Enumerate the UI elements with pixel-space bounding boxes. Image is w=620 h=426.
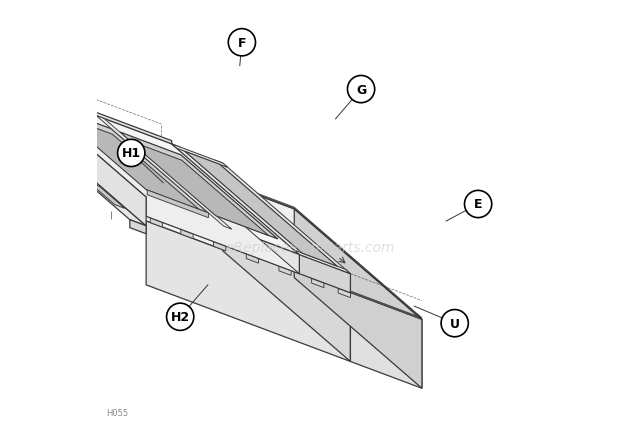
Polygon shape — [53, 119, 193, 234]
Polygon shape — [22, 108, 162, 223]
Polygon shape — [184, 168, 324, 283]
Text: H2: H2 — [170, 311, 190, 323]
Polygon shape — [172, 144, 308, 258]
Polygon shape — [19, 87, 146, 217]
Circle shape — [167, 303, 194, 331]
Text: F: F — [237, 37, 246, 50]
Polygon shape — [120, 132, 278, 239]
Polygon shape — [2, 110, 146, 226]
Polygon shape — [19, 111, 350, 298]
Text: H1: H1 — [122, 147, 141, 160]
Polygon shape — [130, 220, 146, 234]
Polygon shape — [338, 288, 350, 298]
Polygon shape — [312, 279, 324, 288]
Polygon shape — [50, 106, 208, 213]
Text: eReplacementParts.com: eReplacementParts.com — [225, 240, 395, 254]
Polygon shape — [146, 198, 299, 274]
Polygon shape — [151, 156, 291, 271]
Text: G: G — [356, 83, 366, 96]
Polygon shape — [147, 190, 208, 218]
Polygon shape — [211, 178, 350, 293]
Polygon shape — [172, 144, 299, 274]
Text: H055: H055 — [105, 408, 128, 417]
Polygon shape — [19, 106, 299, 274]
Circle shape — [464, 191, 492, 218]
Polygon shape — [96, 116, 232, 230]
Polygon shape — [150, 218, 162, 227]
Circle shape — [228, 29, 255, 57]
Polygon shape — [172, 144, 228, 168]
Polygon shape — [185, 152, 337, 267]
Polygon shape — [146, 222, 350, 362]
Polygon shape — [299, 255, 350, 293]
Polygon shape — [350, 293, 422, 389]
Polygon shape — [181, 230, 193, 239]
Polygon shape — [89, 183, 125, 209]
Polygon shape — [38, 139, 74, 165]
Polygon shape — [215, 161, 350, 274]
Circle shape — [347, 76, 374, 104]
Polygon shape — [294, 250, 350, 274]
Polygon shape — [223, 187, 350, 362]
Polygon shape — [172, 144, 299, 274]
Polygon shape — [118, 144, 259, 259]
Polygon shape — [60, 115, 199, 210]
Polygon shape — [213, 242, 226, 251]
Circle shape — [118, 140, 145, 167]
Polygon shape — [223, 183, 422, 320]
Polygon shape — [19, 84, 172, 164]
Text: E: E — [474, 198, 482, 211]
Circle shape — [441, 310, 468, 337]
Polygon shape — [279, 266, 291, 276]
Polygon shape — [19, 87, 299, 255]
Polygon shape — [129, 141, 268, 236]
Polygon shape — [19, 87, 146, 226]
Polygon shape — [19, 87, 172, 164]
Text: U: U — [450, 317, 459, 330]
Polygon shape — [294, 210, 422, 389]
Polygon shape — [246, 254, 259, 264]
Polygon shape — [86, 132, 226, 247]
